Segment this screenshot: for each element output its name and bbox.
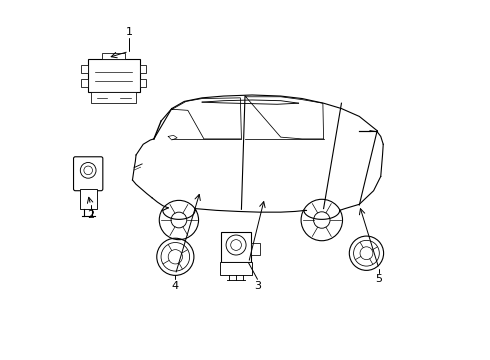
- Text: 2: 2: [87, 210, 94, 220]
- FancyBboxPatch shape: [92, 93, 136, 103]
- Text: 3: 3: [254, 281, 261, 291]
- FancyBboxPatch shape: [88, 59, 140, 93]
- FancyBboxPatch shape: [251, 243, 260, 255]
- FancyBboxPatch shape: [221, 232, 251, 262]
- FancyBboxPatch shape: [140, 79, 146, 87]
- Text: 4: 4: [172, 281, 179, 291]
- Text: 5: 5: [375, 274, 383, 284]
- Text: 1: 1: [125, 27, 132, 37]
- FancyBboxPatch shape: [81, 79, 88, 87]
- FancyBboxPatch shape: [79, 189, 97, 208]
- FancyBboxPatch shape: [140, 65, 146, 73]
- FancyBboxPatch shape: [102, 53, 125, 59]
- FancyBboxPatch shape: [220, 262, 252, 275]
- FancyBboxPatch shape: [81, 65, 88, 73]
- FancyBboxPatch shape: [74, 157, 103, 191]
